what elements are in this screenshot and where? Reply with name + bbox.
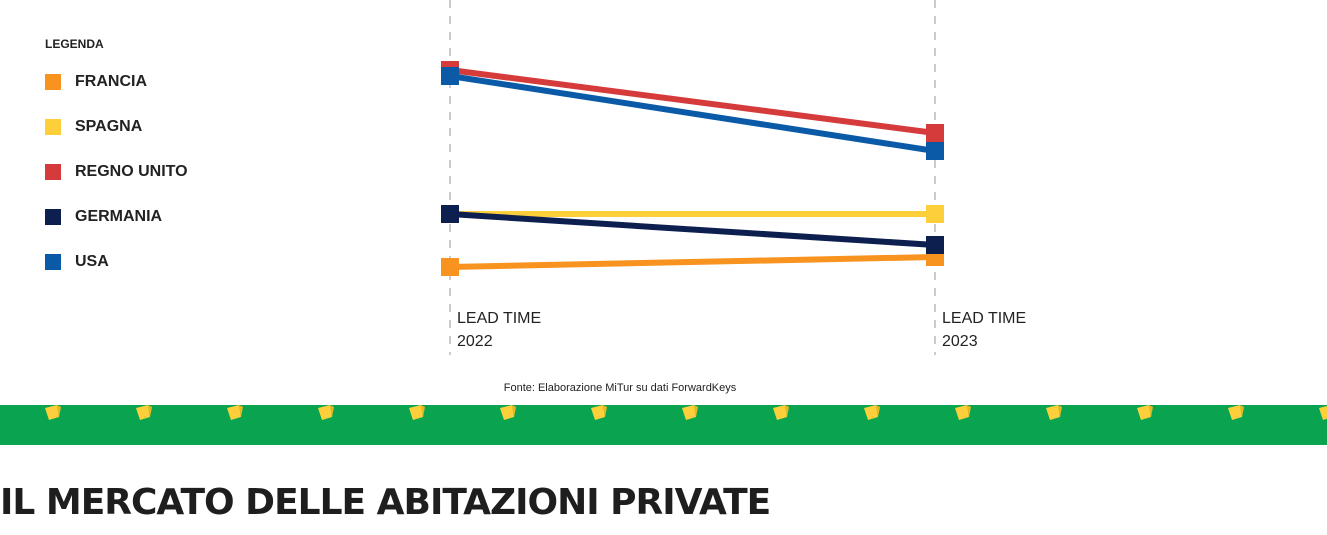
legend-label: SPAGNA xyxy=(75,118,143,135)
legend-label: USA xyxy=(75,253,109,270)
point-marker xyxy=(926,205,944,223)
legend-swatch xyxy=(45,74,61,90)
point-marker xyxy=(926,124,944,142)
x-tick-label: LEAD TIME 2023 xyxy=(942,307,1052,353)
point-marker xyxy=(926,142,944,160)
series-line xyxy=(450,70,935,133)
point-marker xyxy=(926,236,944,254)
legend-swatch xyxy=(45,119,61,135)
legend-label: REGNO UNITO xyxy=(75,163,188,180)
legend-title: LEGENDA xyxy=(45,37,104,51)
chart: LEGENDA Fonte: Elaborazione MiTur su dat… xyxy=(0,0,1327,470)
legend-label: FRANCIA xyxy=(75,73,147,90)
point-marker xyxy=(441,205,459,223)
point-marker xyxy=(441,258,459,276)
source: Fonte: Elaborazione MiTur su dati Forwar… xyxy=(504,382,737,394)
legend-label: GERMANIA xyxy=(75,208,163,225)
decor-band xyxy=(0,405,1327,445)
series-line xyxy=(450,257,935,267)
page: LEGENDA Fonte: Elaborazione MiTur su dat… xyxy=(0,0,1327,535)
x-tick-label: LEAD TIME 2022 xyxy=(457,307,567,353)
point-marker xyxy=(441,67,459,85)
section-heading: IL MERCATO DELLE ABITAZIONI PRIVATE xyxy=(0,482,770,523)
series-line xyxy=(450,76,935,151)
legend-swatch xyxy=(45,209,61,225)
legend-swatch xyxy=(45,164,61,180)
legend-swatch xyxy=(45,254,61,270)
series-line xyxy=(450,214,935,245)
